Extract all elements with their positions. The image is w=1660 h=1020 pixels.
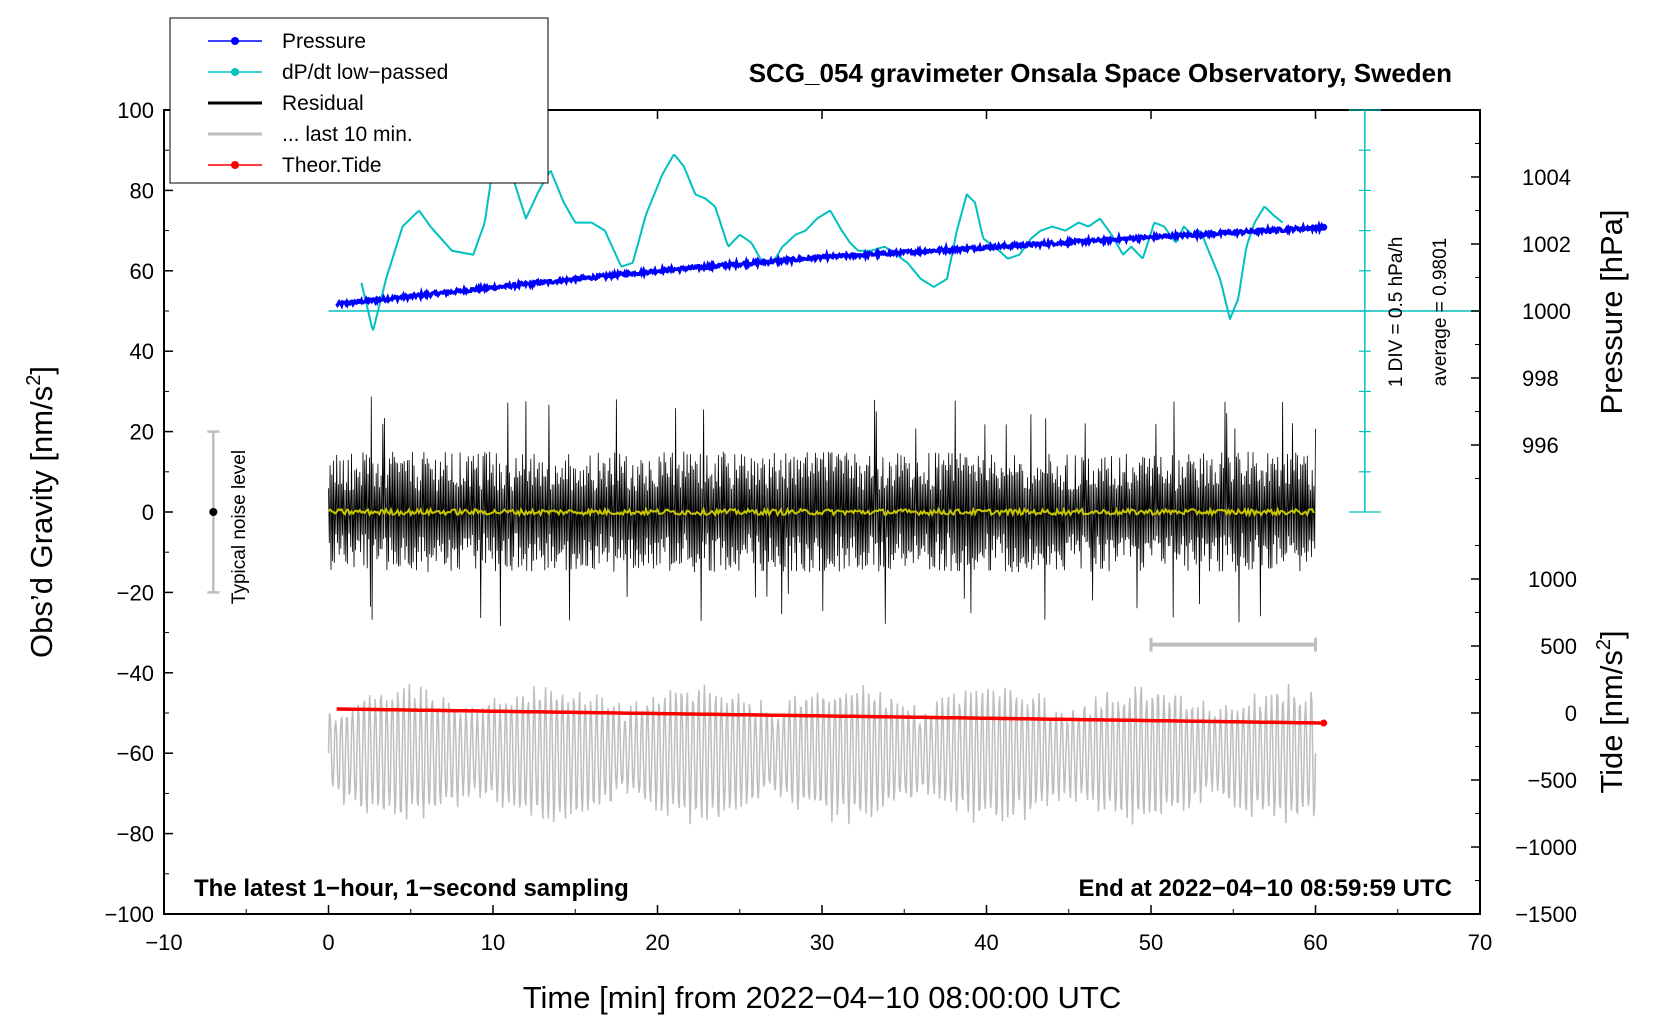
tide-line bbox=[336, 707, 1321, 725]
y-tick-label: −80 bbox=[117, 822, 154, 847]
pressure-tick-label: 1004 bbox=[1522, 165, 1571, 190]
dpdt-series bbox=[360, 142, 1284, 331]
y-tick-label: −100 bbox=[104, 902, 154, 927]
dpdt-line bbox=[360, 142, 1284, 331]
tide-end-dot bbox=[1320, 719, 1328, 727]
dpdt-average-label: average = 0.9801 bbox=[1430, 238, 1451, 386]
y-tick-label: −20 bbox=[117, 580, 154, 605]
axis-ticks: −10 0 10 20 30 40 50 60 70−100−80−60−40−20020406… bbox=[104, 98, 1577, 955]
pressure-tick-label: 1002 bbox=[1522, 232, 1571, 257]
dpdt-scale bbox=[328, 109, 1480, 513]
x-axis-title: Time [min] from 2022−04−10 08:00:00 UTC bbox=[523, 980, 1122, 1015]
x-tick-label: 20 bbox=[645, 930, 669, 955]
noise-bar-center bbox=[209, 508, 218, 516]
x-tick-label: −10 bbox=[145, 930, 182, 955]
annotations bbox=[207, 430, 1317, 652]
legend-label: Theor.Tide bbox=[282, 154, 382, 177]
y-tick-label: 60 bbox=[130, 259, 154, 284]
y-tick-label: 100 bbox=[117, 98, 154, 123]
x-tick-label: 50 bbox=[1139, 930, 1163, 955]
pressure-line bbox=[335, 220, 1325, 310]
tide-tick-label: 500 bbox=[1540, 634, 1577, 659]
x-tick-label: 30 bbox=[810, 930, 834, 955]
pressure-tick-label: 1000 bbox=[1522, 299, 1571, 324]
tide-tick-label: −500 bbox=[1527, 768, 1577, 793]
residual-line bbox=[328, 396, 1316, 627]
y-tick-label: 20 bbox=[130, 420, 154, 445]
y-axis-title-tide: Tide [nm/s2] bbox=[1593, 630, 1629, 793]
smoothed-residual-line bbox=[327, 506, 1315, 518]
tide-tick-label: 1000 bbox=[1528, 567, 1577, 592]
last-10-min-series bbox=[327, 683, 1317, 825]
tide-tick-label: −1500 bbox=[1515, 902, 1577, 927]
dpdt-scale-label: 1 DIV = 0.5 hPa/h bbox=[1386, 237, 1407, 388]
y-tick-label: −60 bbox=[117, 741, 154, 766]
pressure-tick-label: 996 bbox=[1522, 433, 1559, 458]
noise-level-label: Typical noise level bbox=[229, 450, 250, 604]
x-tick-label: 0 bbox=[322, 930, 334, 955]
pressure-tick-label: 998 bbox=[1522, 366, 1559, 391]
legend-swatch-marker bbox=[231, 161, 239, 169]
legend-box bbox=[169, 17, 549, 184]
sampling-note: The latest 1−hour, 1−second sampling bbox=[194, 875, 629, 902]
x-tick-label: 60 bbox=[1303, 930, 1327, 955]
y-axis-title-left: Obs’d Gravity [nm/s2] bbox=[23, 366, 59, 658]
end-time-note: End at 2022−04−10 08:59:59 UTC bbox=[1078, 875, 1452, 902]
legend-label: Residual bbox=[282, 92, 364, 115]
legend-swatch-marker bbox=[231, 37, 239, 45]
x-tick-label: 40 bbox=[974, 930, 998, 955]
tide-tick-label: −1000 bbox=[1515, 835, 1577, 860]
y-axis-title-pressure: Pressure [hPa] bbox=[1594, 209, 1629, 414]
chart-title: SCG_054 gravimeter Onsala Space Observat… bbox=[749, 58, 1452, 88]
x-tick-label: 70 bbox=[1468, 930, 1492, 955]
legend: Pressure dP/dt low−passed Residual ... last… bbox=[169, 17, 549, 184]
y-tick-label: 40 bbox=[130, 339, 154, 364]
y-tick-label: 80 bbox=[130, 178, 154, 203]
x-tick-label: 10 bbox=[481, 930, 505, 955]
y-tick-label: −40 bbox=[117, 661, 154, 686]
tide-tick-label: 0 bbox=[1565, 701, 1577, 726]
pressure-series bbox=[335, 220, 1328, 310]
legend-label: ... last 10 min. bbox=[282, 123, 413, 146]
tide-series bbox=[336, 707, 1328, 727]
residual-series bbox=[328, 396, 1316, 627]
legend-label: Pressure bbox=[282, 30, 366, 53]
residual-smoothed-series bbox=[327, 506, 1315, 518]
legend-swatch-marker bbox=[231, 68, 239, 76]
pressure-end-dot bbox=[1320, 223, 1328, 231]
last-10-min-line bbox=[327, 683, 1317, 825]
legend-label: dP/dt low−passed bbox=[282, 61, 448, 84]
y-tick-label: 0 bbox=[142, 500, 154, 525]
